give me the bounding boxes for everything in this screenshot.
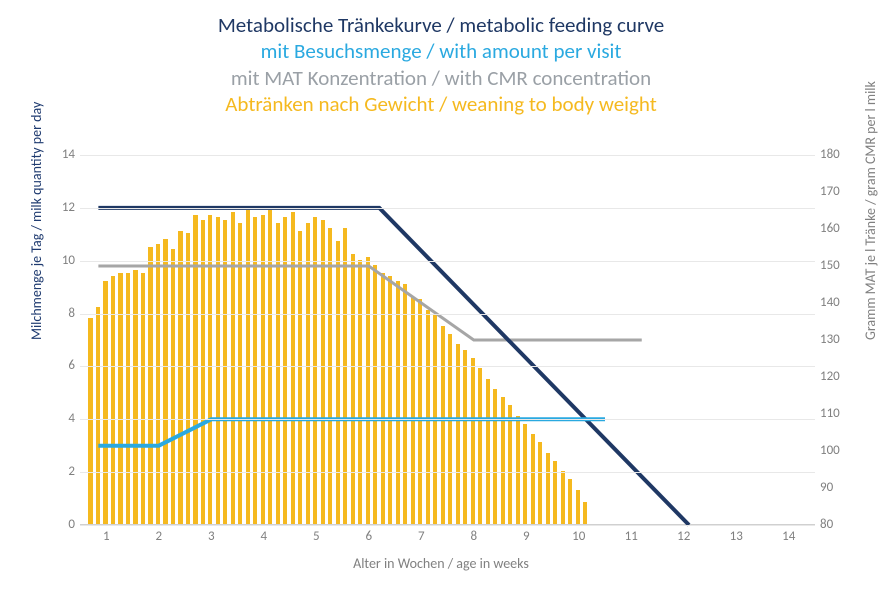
gridline [80,419,815,420]
gridline [80,366,815,367]
gridline [80,208,815,209]
plot-area: 0246810121480901001101201301401501601701… [80,155,815,525]
y-right-tick: 80 [820,518,860,531]
y-left-tick: 0 [35,518,75,531]
x-tick: 1 [91,529,121,544]
x-tick: 8 [459,529,489,544]
x-tick: 5 [301,529,331,544]
y-right-tick: 110 [820,407,860,420]
y-right-tick: 160 [820,222,860,235]
line-cmr [98,266,641,340]
title-weaning: Abtränken nach Gewicht / weaning to body… [0,91,882,117]
y-right-tick: 150 [820,259,860,272]
y-left-tick: 2 [35,465,75,478]
x-tick: 10 [564,529,594,544]
gridline [80,525,815,526]
y-left-axis-label: Milchmenge je Tag / milk quantity per da… [28,102,45,340]
title-visit: mit Besuchsmenge / with amount per visit [0,38,882,64]
x-tick: 7 [406,529,436,544]
chart-container: Metabolische Tränkekurve / metabolic fee… [0,0,882,599]
y-right-tick: 100 [820,444,860,457]
title-metabolic: Metabolische Tränkekurve / metabolic fee… [0,12,882,38]
x-tick: 13 [721,529,751,544]
y-right-tick: 180 [820,148,860,161]
x-tick: 9 [511,529,541,544]
y-right-tick: 140 [820,296,860,309]
x-tick: 3 [196,529,226,544]
y-right-tick: 170 [820,185,860,198]
gridline [80,472,815,473]
y-right-tick: 90 [820,481,860,494]
title-block: Metabolische Tränkekurve / metabolic fee… [0,12,882,117]
gridline [80,261,815,262]
y-right-tick: 120 [820,370,860,383]
y-left-tick: 4 [35,412,75,425]
x-tick: 6 [354,529,384,544]
x-tick: 4 [249,529,279,544]
x-tick: 2 [144,529,174,544]
line-visit [98,419,605,445]
title-cmr: mit MAT Konzentration / with CMR concent… [0,65,882,91]
y-left-tick: 6 [35,359,75,372]
x-tick: 11 [616,529,646,544]
y-right-tick: 130 [820,333,860,346]
y-right-axis-label: Gramm MAT je l Tränke / gram CMR per l m… [862,81,879,340]
gridline [80,314,815,315]
gridline [80,155,815,156]
x-tick: 12 [669,529,699,544]
x-axis-label: Alter in Wochen / age in weeks [0,555,882,572]
x-tick: 14 [774,529,804,544]
lines-layer [80,155,815,524]
